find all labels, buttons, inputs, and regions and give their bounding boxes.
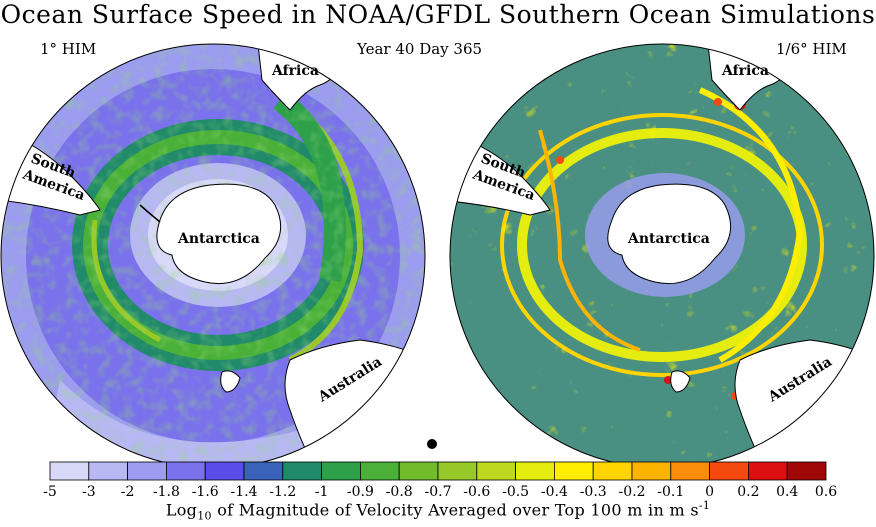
colorbar-tick-label: -0.4 [541, 484, 568, 500]
colorbar-tick-label: -0.3 [580, 484, 607, 500]
colorbar-swatch [398, 461, 439, 481]
colorbar-tick-label: -0.7 [425, 484, 452, 500]
colorbar-tick-label: -0.1 [657, 484, 684, 500]
colorbar-swatch [670, 461, 710, 481]
colorbar-tick-label: -0.5 [502, 484, 529, 500]
colorbar-tick-label: -0.9 [347, 484, 374, 500]
colorbar-tick-labels: -5 -3 -2 -1.8 -1.6 -1.4 -1.2 -1 -0.9 -0.8 -0.7 -0.6… [43, 484, 837, 500]
right-ocean-map [450, 44, 874, 468]
colorbar-swatch [786, 461, 827, 481]
colorbar-swatch [204, 461, 245, 481]
colorbar-swatch [321, 461, 361, 481]
colorbar-title-prefix: Log [165, 500, 198, 520]
colorbar-tick-label: 0.2 [737, 484, 759, 500]
colorbar-tick-label: -1.4 [231, 484, 258, 500]
left-ocean-map [1, 44, 425, 468]
figure-title: Ocean Surface Speed in NOAA/GFDL Souther… [0, 0, 876, 29]
colorbar-tick-label: -1.6 [192, 484, 219, 500]
colorbar-title-subscript: 10 [197, 509, 212, 523]
timestamp-label: Year 40 Day 365 [357, 40, 483, 58]
colorbar-tick-label: -1.8 [153, 484, 180, 500]
colorbar-tick-label: 0 [705, 484, 714, 500]
colorbar-title-superscript: -1 [698, 499, 711, 512]
colorbar-swatch [282, 461, 322, 481]
colorbar [49, 461, 827, 481]
marker-dot [427, 439, 437, 449]
colorbar-title: Log10 of Magnitude of Velocity Averaged … [0, 496, 876, 527]
colorbar-tick-label: -0.2 [619, 484, 646, 500]
left-panel-label: 1° HIM [40, 40, 97, 58]
colorbar-swatch [49, 461, 90, 481]
colorbar-tick-label: -1.2 [269, 484, 296, 500]
colorbar-swatch [476, 461, 516, 481]
colorbar-swatch [127, 461, 167, 481]
colorbar-swatch [709, 461, 749, 481]
colorbar-swatch [748, 461, 788, 481]
colorbar-swatch [359, 461, 400, 481]
label-antarctica-right: Antarctica [627, 231, 710, 247]
colorbar-tick-label: -0.8 [386, 484, 413, 500]
colorbar-swatch [592, 461, 633, 481]
colorbar-tick-label: -5 [43, 484, 57, 500]
colorbar-swatch [631, 461, 672, 481]
colorbar-tick-label: 0.4 [776, 484, 798, 500]
colorbar-tick-label: -1 [315, 484, 329, 500]
colorbar-swatch [515, 461, 555, 481]
right-panel-label: 1/6° HIM [776, 40, 847, 58]
colorbar-swatch [554, 461, 594, 481]
colorbar-tick-label: -0.6 [463, 484, 490, 500]
colorbar-tick-label: 0.6 [815, 484, 837, 500]
colorbar-swatch [243, 461, 284, 481]
label-africa-right: Africa [721, 63, 769, 79]
label-africa-left: Africa [271, 63, 319, 79]
colorbar-swatch [88, 461, 129, 481]
colorbar-swatch [165, 461, 206, 481]
colorbar-tick-label: -2 [121, 484, 135, 500]
colorbar-swatch [437, 461, 478, 481]
colorbar-title-main: of Magnitude of Velocity Averaged over T… [211, 500, 699, 520]
colorbar-tick-label: -3 [82, 484, 96, 500]
label-antarctica-left: Antarctica [177, 231, 260, 247]
